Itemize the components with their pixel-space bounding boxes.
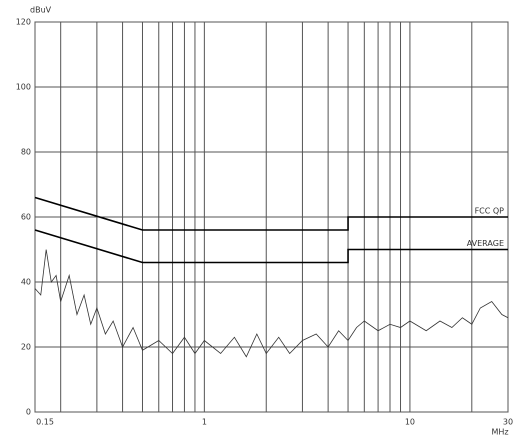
x-tick-label: 10 [405, 418, 415, 427]
series-label: AVERAGE [467, 239, 504, 248]
y-tick-label: 40 [21, 278, 31, 287]
y-tick-label: 120 [16, 18, 31, 27]
y-tick-label: 80 [21, 148, 31, 157]
x-tick-label: 30 [503, 418, 513, 427]
series-line [34, 229, 508, 264]
series-line [34, 249, 509, 358]
x-tick-label: 0.15 [36, 418, 54, 427]
series-line [34, 196, 508, 231]
y-tick-label: 60 [21, 213, 31, 222]
y-axis-label: dBuV [30, 6, 52, 15]
x-tick-label: 1 [202, 418, 207, 427]
y-tick-label: 20 [21, 343, 31, 352]
y-tick-label: 100 [16, 83, 31, 92]
y-tick-label: 0 [26, 408, 31, 417]
x-axis-label: MHz [491, 428, 508, 437]
series-label: FCC QP [475, 207, 505, 216]
